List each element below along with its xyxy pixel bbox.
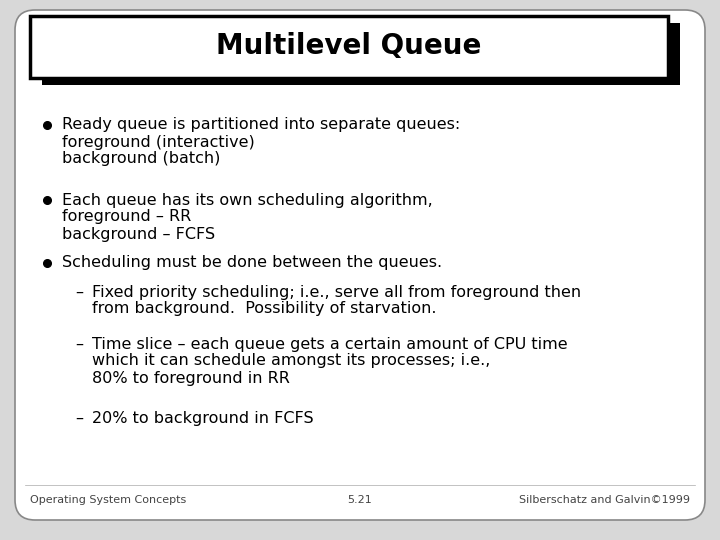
Text: Silberschatz and Galvin©1999: Silberschatz and Galvin©1999 xyxy=(519,495,690,505)
Text: Time slice – each queue gets a certain amount of CPU time: Time slice – each queue gets a certain a… xyxy=(92,336,567,352)
Text: 80% to foreground in RR: 80% to foreground in RR xyxy=(92,370,290,386)
Text: Multilevel Queue: Multilevel Queue xyxy=(216,32,482,60)
Text: Fixed priority scheduling; i.e., serve all from foreground then: Fixed priority scheduling; i.e., serve a… xyxy=(92,285,581,300)
Text: 5.21: 5.21 xyxy=(348,495,372,505)
Text: Scheduling must be done between the queues.: Scheduling must be done between the queu… xyxy=(62,255,442,271)
Text: which it can schedule amongst its processes; i.e.,: which it can schedule amongst its proces… xyxy=(92,354,490,368)
Text: from background.  Possibility of starvation.: from background. Possibility of starvati… xyxy=(92,301,436,316)
Text: –: – xyxy=(75,336,83,352)
Text: Ready queue is partitioned into separate queues:: Ready queue is partitioned into separate… xyxy=(62,118,460,132)
Text: –: – xyxy=(75,410,83,426)
Text: foreground (interactive): foreground (interactive) xyxy=(62,134,255,150)
Text: Each queue has its own scheduling algorithm,: Each queue has its own scheduling algori… xyxy=(62,192,433,207)
FancyBboxPatch shape xyxy=(15,10,705,520)
Text: background – FCFS: background – FCFS xyxy=(62,226,215,241)
Text: foreground – RR: foreground – RR xyxy=(62,210,192,225)
FancyBboxPatch shape xyxy=(30,16,668,78)
Text: 20% to background in FCFS: 20% to background in FCFS xyxy=(92,410,314,426)
Text: Operating System Concepts: Operating System Concepts xyxy=(30,495,186,505)
FancyBboxPatch shape xyxy=(42,23,680,85)
Text: background (batch): background (batch) xyxy=(62,152,220,166)
Text: –: – xyxy=(75,285,83,300)
